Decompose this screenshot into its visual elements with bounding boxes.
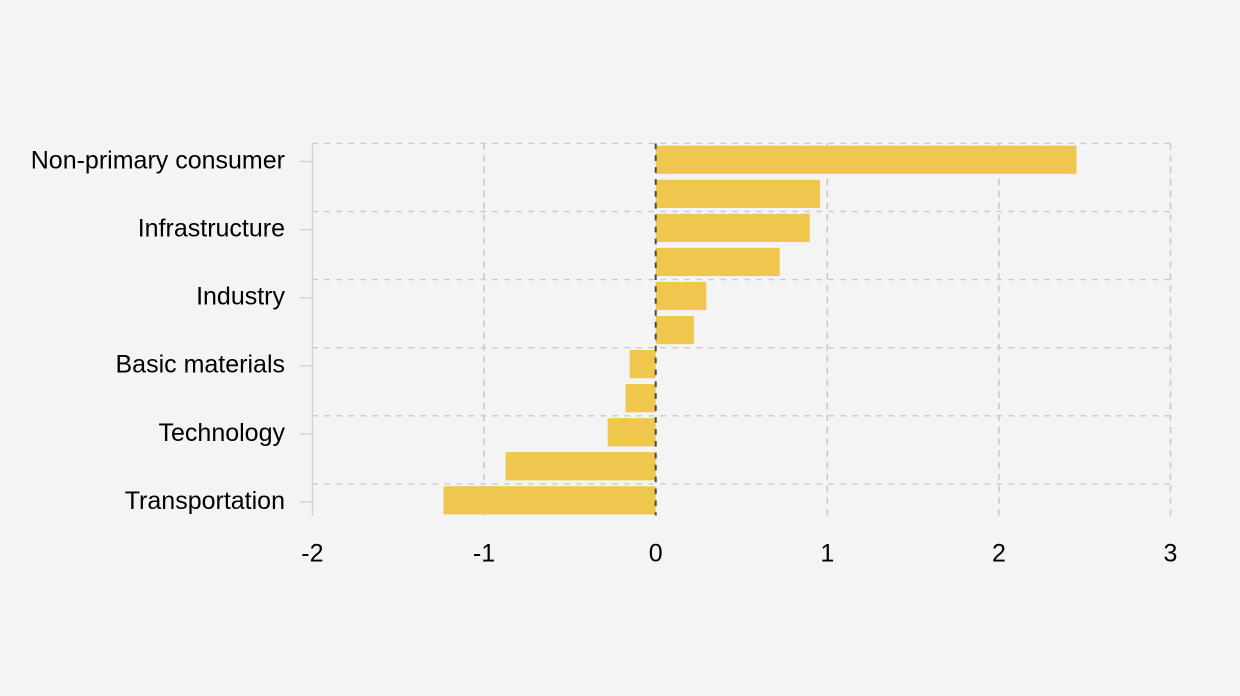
svg-text:1: 1 — [820, 539, 834, 567]
svg-text:Non-primary consumer: Non-primary consumer — [31, 146, 285, 174]
svg-text:Infrastructure: Infrastructure — [138, 215, 285, 243]
svg-text:-1: -1 — [473, 539, 495, 567]
svg-text:2: 2 — [992, 539, 1006, 567]
svg-text:Basic materials: Basic materials — [116, 351, 286, 379]
svg-text:Transportation: Transportation — [125, 487, 285, 515]
svg-text:Technology: Technology — [159, 419, 286, 447]
svg-text:0: 0 — [649, 539, 663, 567]
svg-text:Industry: Industry — [196, 283, 285, 311]
svg-text:3: 3 — [1164, 539, 1178, 567]
svg-text:-2: -2 — [301, 539, 323, 567]
